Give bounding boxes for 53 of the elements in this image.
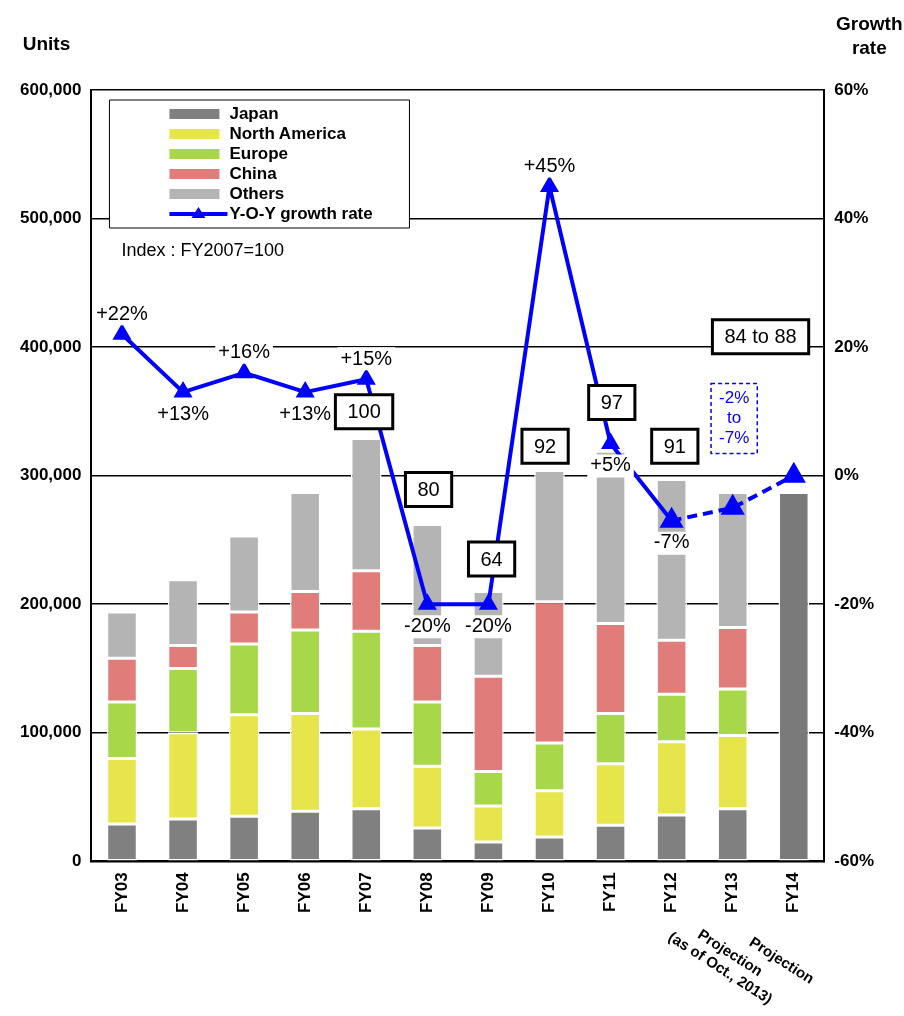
y2-tick-label: -40% [834, 722, 874, 742]
x-tick-label: FY11 [600, 872, 620, 913]
x-tick-label: FY06 [294, 872, 314, 914]
y-axis-title: Units [22, 33, 71, 54]
legend-label: Europe [229, 143, 289, 163]
y2-tick-label: -60% [834, 851, 874, 871]
y-tick-label: 400,000 [20, 336, 82, 356]
data-label: +5% [590, 453, 632, 476]
annotation: 84 to 88 [724, 325, 797, 348]
y-tick-label: 0 [71, 851, 82, 871]
y-tick-label: 200,000 [20, 593, 82, 613]
annotation: 80 [417, 478, 440, 501]
legend-label: Y-O-Y growth rate [229, 203, 373, 223]
x-tick-label: FY07 [355, 872, 375, 914]
annotation: 100 [347, 400, 381, 423]
legend-label: North America [229, 123, 347, 143]
legend-label: Others [229, 183, 285, 203]
data-label: +16% [218, 340, 271, 363]
annotation: -2% to -7% [719, 388, 750, 448]
annotation: Index : FY2007=100 [121, 239, 285, 260]
data-label: -20% [403, 613, 451, 636]
data-label: -7% [653, 530, 690, 553]
y-tick-label: 100,000 [20, 722, 82, 742]
y-tick-label: 300,000 [20, 465, 82, 485]
x-tick-label: FY14 [783, 871, 803, 914]
x-tick-label: FY08 [417, 872, 437, 914]
x-tick-label: FY12 [661, 872, 681, 914]
y-tick-label: 600,000 [20, 79, 82, 99]
x-tick-label: FY09 [478, 872, 498, 914]
legend-label: China [229, 163, 278, 183]
x-tick-label: FY05 [233, 872, 253, 914]
y-tick-label: 500,000 [20, 208, 82, 228]
y2-tick-label: 40% [834, 208, 869, 228]
data-label: +45% [523, 153, 576, 176]
annotation: 92 [533, 434, 557, 457]
data-label: +15% [340, 346, 393, 369]
y2-tick-label: 0% [834, 465, 859, 485]
x-tick-label: FY03 [111, 872, 131, 914]
x-tick-label: FY10 [539, 872, 559, 914]
x-tick-label: FY04 [172, 871, 192, 914]
x-tick-label: FY13 [722, 872, 742, 914]
annotation: 64 [480, 547, 503, 570]
data-label: +22% [96, 301, 149, 324]
y2-tick-label: 60% [834, 79, 869, 99]
legend-label: Japan [229, 103, 279, 123]
data-label: +13% [157, 401, 210, 424]
y2-tick-label: -20% [834, 593, 874, 613]
data-label: -20% [465, 613, 512, 636]
data-label: +13% [279, 401, 332, 424]
y2-tick-label: 20% [834, 336, 869, 356]
annotation: 91 [663, 434, 686, 457]
y2-axis-title: Growth rate [836, 13, 903, 58]
annotation: 97 [600, 390, 623, 413]
